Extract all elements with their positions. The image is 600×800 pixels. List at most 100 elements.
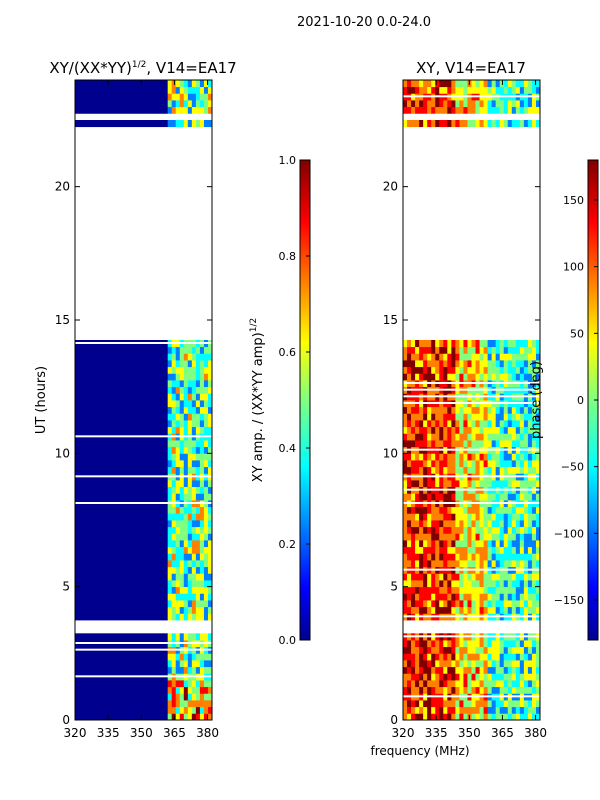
heatmap-cell bbox=[75, 366, 80, 374]
heatmap-cell bbox=[155, 100, 161, 108]
heatmap-cell bbox=[111, 100, 116, 108]
heatmap-cell bbox=[91, 700, 96, 708]
heatmap-cell bbox=[127, 80, 132, 88]
heatmap-cell bbox=[179, 420, 185, 428]
heatmap-cell bbox=[531, 560, 537, 568]
heatmap-cell bbox=[443, 426, 448, 434]
heatmap-amplitude bbox=[75, 80, 213, 721]
heatmap-cell bbox=[503, 120, 509, 128]
heatmap-cell bbox=[531, 100, 537, 108]
heatmap-cell bbox=[79, 573, 84, 581]
heatmap-cell bbox=[75, 633, 80, 641]
heatmap-cell bbox=[163, 546, 169, 554]
heatmap-cell bbox=[199, 666, 205, 674]
heatmap-cell bbox=[491, 606, 497, 614]
heatmap-cell bbox=[167, 693, 173, 701]
heatmap-cell bbox=[483, 593, 489, 601]
heatmap-cell bbox=[519, 86, 525, 94]
heatmap-cell bbox=[483, 680, 489, 688]
heatmap-cell bbox=[403, 426, 408, 434]
heatmap-cell bbox=[135, 700, 140, 708]
heatmap-cell bbox=[475, 646, 480, 654]
heatmap-cell bbox=[195, 466, 201, 474]
heatmap-cell bbox=[123, 360, 128, 368]
heatmap-cell bbox=[531, 573, 537, 581]
heatmap-cell bbox=[191, 413, 197, 421]
heatmap-cell bbox=[139, 686, 144, 694]
heatmap-cell bbox=[403, 600, 408, 608]
heatmap-cell bbox=[155, 346, 161, 354]
heatmap-cell bbox=[531, 413, 537, 421]
heatmap-cell bbox=[507, 646, 513, 654]
heatmap-cell bbox=[179, 366, 185, 374]
heatmap-cell bbox=[463, 360, 468, 368]
heatmap-cell bbox=[127, 606, 132, 614]
heatmap-cell bbox=[471, 586, 476, 594]
heatmap-cell bbox=[107, 400, 112, 408]
heatmap-cell bbox=[171, 566, 177, 574]
heatmap-cell bbox=[131, 480, 136, 488]
heatmap-cell bbox=[83, 380, 88, 388]
heatmap-cell bbox=[83, 693, 88, 701]
heatmap-cell bbox=[407, 420, 412, 428]
heatmap-cell bbox=[475, 680, 480, 688]
heatmap-cell bbox=[519, 440, 525, 448]
heatmap-cell bbox=[471, 526, 476, 534]
heatmap-cell bbox=[167, 426, 173, 434]
heatmap-cell bbox=[91, 86, 96, 94]
heatmap-cell bbox=[459, 646, 464, 654]
heatmap-cell bbox=[131, 106, 136, 114]
heatmap-cell bbox=[195, 426, 201, 434]
heatmap-cell bbox=[451, 553, 456, 561]
heatmap-cell bbox=[187, 386, 193, 394]
heatmap-cell bbox=[423, 526, 428, 534]
heatmap-cell bbox=[99, 566, 104, 574]
heatmap-cell bbox=[191, 513, 197, 521]
heatmap-cell bbox=[163, 100, 169, 108]
heatmap-cell bbox=[159, 653, 165, 661]
heatmap-cell bbox=[519, 453, 525, 461]
heatmap-cell bbox=[447, 406, 452, 414]
heatmap-cell bbox=[107, 546, 112, 554]
heatmap-cell bbox=[503, 600, 509, 608]
heatmap-cell bbox=[195, 526, 201, 534]
flagged-line bbox=[75, 502, 212, 504]
heatmap-cell bbox=[183, 553, 189, 561]
heatmap-cell bbox=[179, 666, 185, 674]
heatmap-cell bbox=[115, 606, 120, 614]
heatmap-cell bbox=[203, 393, 209, 401]
heatmap-cell bbox=[443, 593, 448, 601]
heatmap-cell bbox=[451, 480, 456, 488]
heatmap-cell bbox=[487, 520, 493, 528]
heatmap-cell bbox=[479, 466, 484, 474]
heatmap-cell bbox=[115, 406, 120, 414]
heatmap-cell bbox=[155, 446, 161, 454]
heatmap-cell bbox=[203, 513, 209, 521]
heatmap-cell bbox=[527, 360, 533, 368]
heatmap-cell bbox=[499, 560, 505, 568]
heatmap-cell bbox=[155, 546, 161, 554]
heatmap-cell bbox=[163, 693, 169, 701]
heatmap-cell bbox=[483, 80, 489, 88]
heatmap-cell bbox=[183, 346, 189, 354]
heatmap-cell bbox=[479, 426, 484, 434]
heatmap-cell bbox=[439, 480, 444, 488]
heatmap-cell bbox=[471, 426, 476, 434]
heatmap-cell bbox=[139, 106, 144, 114]
heatmap-cell bbox=[427, 706, 432, 714]
heatmap-cell bbox=[203, 666, 209, 674]
heatmap-cell bbox=[495, 646, 501, 654]
heatmap-cell bbox=[175, 460, 181, 468]
heatmap-cell bbox=[451, 373, 456, 381]
heatmap-cell bbox=[471, 653, 476, 661]
heatmap-cell bbox=[467, 526, 472, 534]
heatmap-cell bbox=[499, 106, 505, 114]
heatmap-cell bbox=[115, 586, 120, 594]
heatmap-cell bbox=[467, 653, 472, 661]
heatmap-cell bbox=[83, 106, 88, 114]
heatmap-cell bbox=[447, 533, 452, 541]
heatmap-cell bbox=[511, 593, 517, 601]
heatmap-cell bbox=[419, 346, 424, 354]
heatmap-cell bbox=[79, 520, 84, 528]
heatmap-cell bbox=[95, 653, 100, 661]
